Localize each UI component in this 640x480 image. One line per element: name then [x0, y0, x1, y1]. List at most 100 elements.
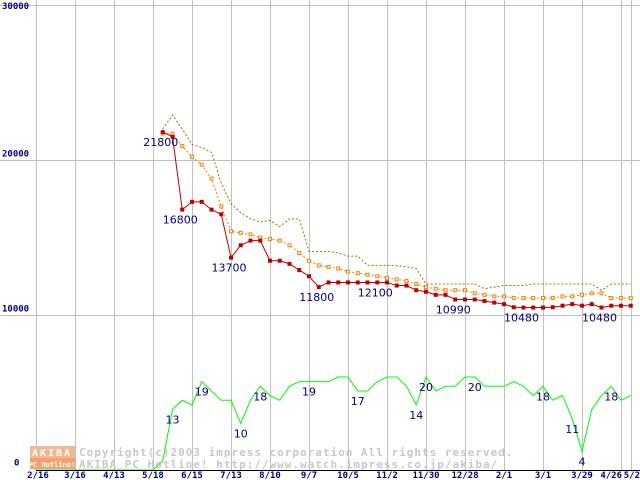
data-point: [570, 294, 575, 299]
data-label: 18: [536, 390, 550, 403]
data-point: [219, 212, 224, 217]
data-point: [277, 238, 282, 243]
data-point: [463, 297, 467, 302]
data-point: [268, 237, 272, 242]
data-point: [482, 299, 487, 304]
data-point: [628, 295, 633, 300]
data-point: [589, 291, 594, 296]
data-point: [365, 280, 370, 285]
data-label: 21800: [143, 136, 178, 149]
data-point: [336, 266, 341, 271]
logo-box-top: [30, 446, 75, 458]
data-point: [570, 302, 575, 307]
y-tick-label: 20000: [2, 150, 29, 160]
data-point: [404, 278, 409, 283]
data-point: [482, 292, 487, 297]
data-point: [326, 264, 331, 269]
data-point: [550, 295, 555, 300]
data-point: [580, 303, 584, 308]
data-point: [511, 295, 516, 300]
data-point: [453, 297, 458, 302]
data-point: [248, 232, 253, 237]
data-point: [541, 305, 545, 310]
data-point: [229, 255, 233, 260]
data-point: [463, 288, 467, 293]
data-label: 19: [195, 386, 209, 399]
data-point: [307, 274, 311, 279]
data-label: 10480: [582, 312, 617, 325]
data-point: [297, 268, 302, 273]
data-point: [170, 131, 175, 136]
data-point: [599, 291, 604, 296]
data-point: [180, 207, 185, 212]
x-tick-label: 3/1: [535, 471, 551, 480]
data-point: [297, 251, 302, 255]
data-point: [414, 282, 419, 286]
x-axis-ticks: 2/16 3/16 4/13 5/18 6/15 7/13 8/10 9/7 10/5 11/2 1…: [27, 471, 640, 480]
data-point: [502, 302, 506, 307]
data-point: [238, 230, 243, 235]
data-label: 14: [409, 409, 423, 422]
data-label: 13700: [212, 262, 247, 275]
data-point: [619, 303, 623, 308]
data-point: [550, 305, 555, 310]
y-tick-label: 10000: [2, 305, 29, 315]
series-average: [160, 131, 633, 300]
data-point: [258, 235, 263, 240]
data-point: [502, 294, 506, 299]
data-label: 11800: [299, 291, 334, 304]
data-label: 10: [234, 428, 248, 441]
data-point: [433, 292, 438, 297]
data-point: [443, 292, 448, 297]
data-point: [199, 162, 204, 167]
data-point: [414, 288, 419, 293]
data-point: [307, 258, 311, 263]
x-tick-label: 8/10: [259, 471, 281, 480]
data-point: [277, 258, 282, 263]
data-point: [619, 295, 623, 300]
data-point: [531, 305, 536, 310]
data-point: [209, 176, 214, 181]
data-point: [531, 295, 536, 300]
data-point: [346, 280, 350, 285]
data-point: [609, 303, 614, 308]
x-tick-label: 12/28: [451, 471, 478, 480]
series-line-max: [162, 114, 631, 291]
data-point: [268, 258, 272, 263]
data-point: [404, 283, 409, 288]
data-label: 10990: [436, 304, 471, 317]
data-point: [599, 305, 604, 310]
data-point: [190, 154, 194, 159]
data-point: [375, 280, 380, 285]
data-point: [424, 289, 428, 294]
data-point: [180, 144, 185, 149]
data-point: [560, 303, 565, 308]
x-tick-label: 5/2: [624, 471, 640, 480]
x-tick-label: 6/15: [181, 471, 203, 480]
x-tick-label: 5/18: [142, 471, 164, 480]
copyright-text: Copyright(c)2003 impress corporation All…: [79, 446, 514, 459]
data-point: [394, 277, 399, 282]
data-point: [424, 285, 428, 290]
data-point: [511, 305, 516, 310]
data-point: [541, 295, 545, 300]
data-point: [385, 275, 389, 280]
x-tick-label: 2/16: [27, 471, 49, 480]
data-point: [521, 295, 526, 300]
data-label: 20: [419, 381, 433, 394]
data-label: 11: [565, 423, 579, 436]
data-point: [336, 280, 341, 285]
data-label: 17: [351, 395, 365, 408]
x-tick-label: 10/5: [337, 471, 359, 480]
x-tick-label: 9/7: [301, 471, 317, 480]
data-point: [316, 263, 321, 268]
data-point: [355, 271, 360, 276]
series-max: [162, 114, 631, 291]
data-point: [190, 199, 194, 204]
data-point: [433, 286, 438, 291]
data-point: [521, 305, 526, 310]
x-tick-label: 11/30: [412, 471, 439, 480]
logo-bottom: PC Hotline!: [29, 461, 75, 469]
data-point: [472, 291, 477, 296]
